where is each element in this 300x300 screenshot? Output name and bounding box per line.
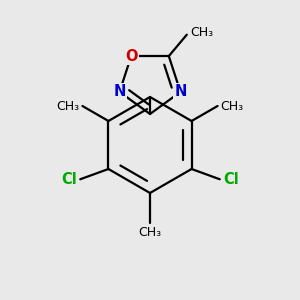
Text: Cl: Cl: [61, 172, 77, 187]
Text: CH₃: CH₃: [56, 100, 80, 112]
Text: CH₃: CH₃: [190, 26, 213, 39]
Text: N: N: [113, 84, 126, 99]
Text: CH₃: CH₃: [220, 100, 244, 112]
Text: Cl: Cl: [223, 172, 239, 187]
Text: N: N: [174, 84, 187, 99]
Text: CH₃: CH₃: [138, 226, 162, 239]
Text: O: O: [125, 49, 137, 64]
